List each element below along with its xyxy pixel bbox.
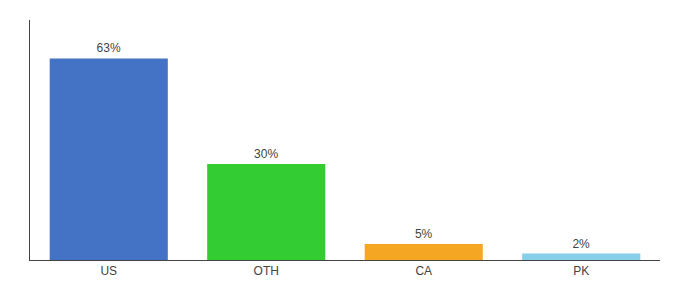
svg-text:30%: 30% [254,147,278,161]
svg-text:2%: 2% [572,237,590,251]
svg-text:5%: 5% [415,227,433,241]
svg-text:OTH: OTH [254,264,279,278]
svg-text:US: US [100,264,117,278]
svg-text:CA: CA [415,264,432,278]
svg-text:63%: 63% [97,41,121,55]
svg-text:PK: PK [573,264,589,278]
